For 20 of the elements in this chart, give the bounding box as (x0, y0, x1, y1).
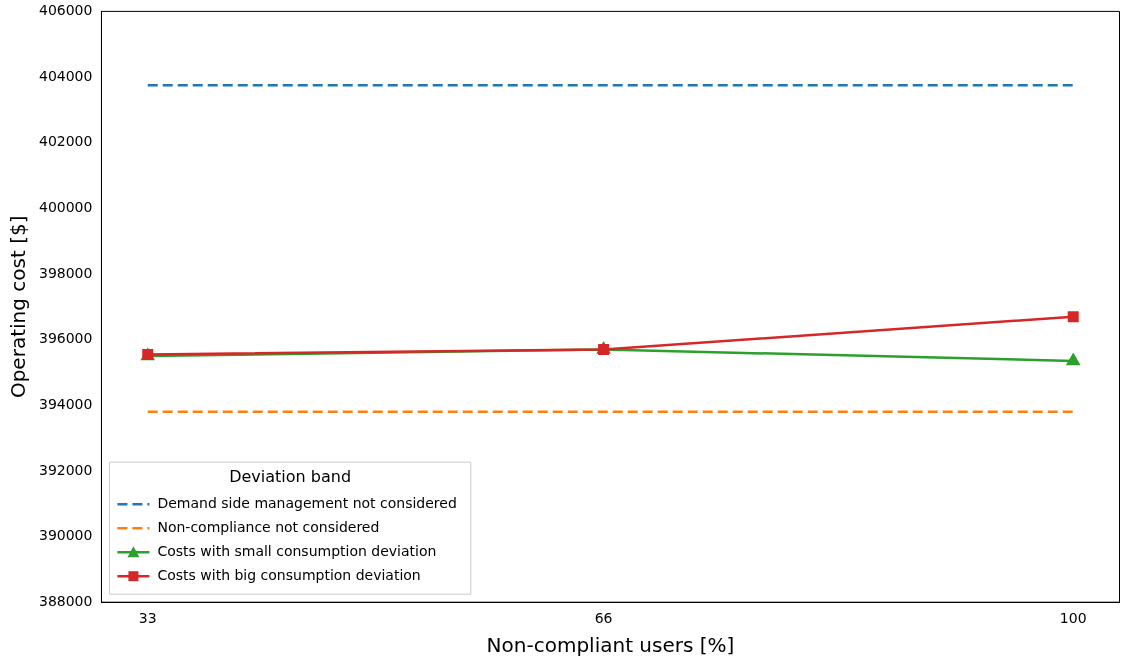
y-tick-label: 402000 (38, 133, 93, 150)
legend-label: Demand side management not considered (157, 494, 457, 511)
x-axis-title: Non-compliant users [%] (486, 633, 735, 658)
y-tick-label: 398000 (38, 264, 93, 281)
y-tick-label: 400000 (38, 198, 93, 215)
y-axis-title: Operating cost [$] (6, 215, 31, 399)
x-tick-label: 66 (594, 610, 613, 627)
y-tick-label: 390000 (38, 527, 93, 544)
x-tick-label: 33 (138, 610, 157, 627)
y-tick-label: 406000 (38, 2, 93, 19)
legend-label: Costs with small consumption deviation (157, 542, 437, 559)
y-tick-label: 404000 (38, 67, 93, 84)
y-tick-label: 396000 (38, 330, 93, 347)
legend-title: Deviation band (229, 467, 352, 487)
legend-label: Costs with big consumption deviation (157, 566, 421, 583)
y-tick-label: 392000 (38, 461, 93, 478)
x-tick-label: 100 (1059, 610, 1087, 627)
y-tick-label: 388000 (38, 592, 93, 609)
legend-label: Non-compliance not considered (157, 518, 380, 535)
y-tick-label: 394000 (38, 395, 93, 412)
